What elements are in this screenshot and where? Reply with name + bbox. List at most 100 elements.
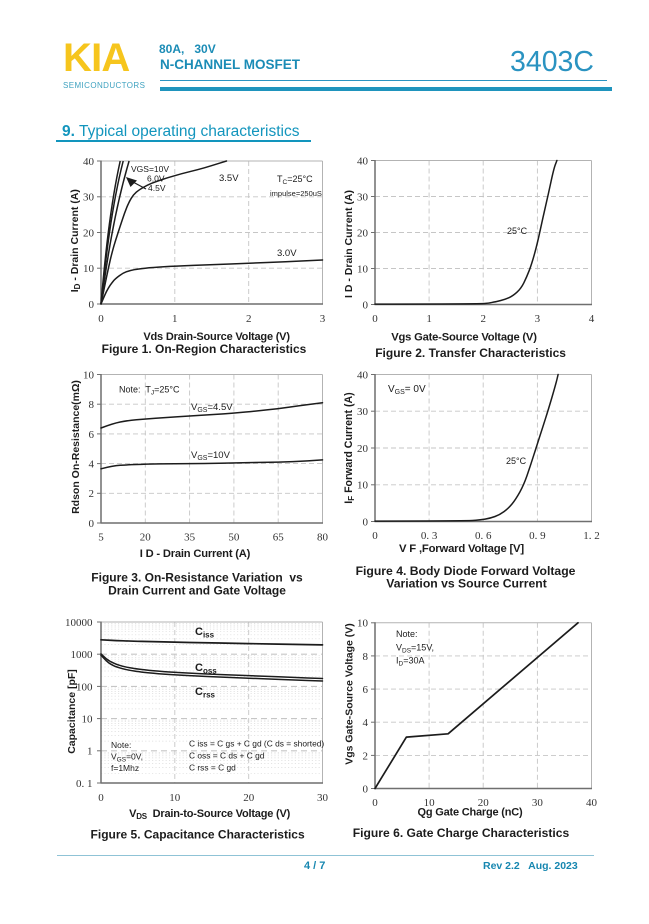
svg-text:30: 30 [317, 792, 329, 804]
svg-text:3.5V: 3.5V [219, 173, 239, 184]
svg-text:impulse=250uS: impulse=250uS [270, 189, 322, 198]
svg-text:30: 30 [357, 191, 369, 203]
svg-text:0: 0 [89, 518, 95, 530]
svg-text:VGS=10V: VGS=10V [131, 164, 169, 174]
svg-text:40: 40 [357, 369, 369, 381]
svg-text:VDS Drain-to-Source Voltage (: VDS Drain-to-Source Voltage (V) [129, 808, 291, 821]
svg-text:VGS=10V: VGS=10V [191, 450, 231, 462]
svg-text:20: 20 [140, 532, 152, 544]
svg-text:Vds Drain-Source Voltage (V): Vds Drain-Source Voltage (V) [143, 331, 290, 343]
svg-text:2: 2 [363, 750, 369, 762]
svg-text:Variation vs Source Current: Variation vs Source Current [386, 577, 547, 591]
svg-text:3: 3 [320, 313, 326, 325]
svg-text:C iss = C gs + C gd (C ds = sh: C iss = C gs + C gd (C ds = shorted) [189, 739, 324, 749]
svg-text:0. 6: 0. 6 [475, 530, 492, 542]
svg-text:Vgs Gate-Source Voltage (V): Vgs Gate-Source Voltage (V) [391, 332, 537, 344]
svg-text:10: 10 [169, 792, 181, 804]
svg-text:Figure 3. On-Resistance Variat: Figure 3. On-Resistance Variation vs [91, 571, 303, 585]
svg-text:Capacitance [pF]: Capacitance [pF] [66, 669, 78, 754]
svg-text:ID - Drain Current (A): ID - Drain Current (A) [69, 189, 82, 292]
svg-text:Note: TJ=25°C: Note: TJ=25°C [119, 385, 180, 397]
svg-text:8: 8 [363, 651, 369, 663]
svg-text:20: 20 [83, 227, 95, 239]
svg-text:V F ,Forward Voltage [V]: V F ,Forward Voltage [V] [399, 543, 524, 555]
svg-text:C oss = C ds + C gd: C oss = C ds + C gd [189, 751, 265, 761]
svg-text:20: 20 [478, 797, 490, 809]
svg-text:I D - Drain Current (A): I D - Drain Current (A) [343, 190, 355, 298]
svg-text:0: 0 [363, 516, 369, 528]
svg-text:6: 6 [363, 684, 369, 696]
svg-text:6.0V: 6.0V [147, 174, 165, 184]
svg-text:10: 10 [83, 369, 95, 381]
svg-text:40: 40 [586, 797, 598, 809]
svg-text:2: 2 [89, 488, 95, 500]
svg-text:4: 4 [589, 313, 595, 325]
svg-text:10: 10 [357, 263, 369, 275]
svg-text:2: 2 [480, 313, 486, 325]
svg-text:VGS=0V,: VGS=0V, [111, 752, 143, 764]
svg-text:10: 10 [357, 480, 369, 492]
svg-text:4.5V: 4.5V [148, 183, 166, 193]
svg-text:Vgs Gate-Source Voltage (V): Vgs Gate-Source Voltage (V) [344, 623, 356, 765]
svg-text:Ciss: Ciss [195, 626, 215, 640]
svg-text:3: 3 [535, 313, 541, 325]
svg-text:Crss: Crss [195, 686, 216, 700]
svg-text:30: 30 [357, 406, 369, 418]
svg-text:0: 0 [363, 783, 369, 795]
svg-text:Figure 6. Gate Charge Characte: Figure 6. Gate Charge Characteristics [353, 826, 570, 840]
svg-text:30: 30 [532, 797, 544, 809]
svg-text:Qg Gate Charge (nC): Qg Gate Charge (nC) [418, 807, 524, 819]
svg-text:0: 0 [372, 313, 378, 325]
svg-text:10: 10 [83, 263, 95, 275]
svg-text:VGS=4.5V: VGS=4.5V [191, 402, 233, 414]
svg-text:20: 20 [357, 443, 369, 455]
svg-text:65: 65 [273, 532, 285, 544]
svg-text:40: 40 [357, 155, 369, 167]
svg-text:Rdson On-Resistance(mΩ): Rdson On-Resistance(mΩ) [70, 380, 82, 514]
svg-text:4: 4 [89, 459, 95, 471]
svg-text:2: 2 [246, 313, 252, 325]
svg-text:35: 35 [184, 532, 196, 544]
svg-text:25°C: 25°C [506, 456, 527, 466]
svg-text:1: 1 [87, 746, 93, 758]
svg-text:ID=30A: ID=30A [396, 656, 425, 668]
svg-text:0. 9: 0. 9 [529, 530, 546, 542]
svg-text:0: 0 [98, 313, 104, 325]
svg-text:30: 30 [83, 192, 95, 204]
svg-text:10: 10 [82, 714, 94, 726]
svg-text:Note:: Note: [396, 629, 418, 639]
svg-text:3.0V: 3.0V [277, 248, 297, 259]
svg-text:20: 20 [243, 792, 255, 804]
svg-text:1000: 1000 [71, 649, 94, 661]
svg-text:0: 0 [372, 530, 378, 542]
svg-text:1. 2: 1. 2 [583, 530, 600, 542]
svg-text:1: 1 [426, 313, 432, 325]
svg-text:IF Forward Current (A): IF Forward Current (A) [343, 392, 356, 503]
svg-text:TC=25°C: TC=25°C [277, 174, 313, 186]
svg-text:VGS= 0V: VGS= 0V [388, 384, 426, 396]
svg-text:10: 10 [424, 797, 436, 809]
svg-text:50: 50 [228, 532, 240, 544]
svg-text:1: 1 [172, 313, 178, 325]
svg-text:8: 8 [89, 399, 95, 411]
svg-text:Figure 5. Capacitance Characte: Figure 5. Capacitance Characteristics [91, 827, 305, 841]
svg-text:0. 1: 0. 1 [76, 778, 93, 790]
svg-text:20: 20 [357, 227, 369, 239]
svg-text:Drain Current and Gate Voltage: Drain Current and Gate Voltage [108, 584, 286, 598]
svg-text:0: 0 [372, 797, 378, 809]
svg-text:Figure 2. Transfer Characteris: Figure 2. Transfer Characteristics [375, 346, 566, 360]
svg-text:5: 5 [98, 532, 104, 544]
svg-text:C rss = C gd: C rss = C gd [189, 763, 236, 773]
svg-text:Figure 4. Body Diode Forward V: Figure 4. Body Diode Forward Voltage [356, 564, 576, 578]
svg-text:Note:: Note: [111, 740, 131, 750]
svg-text:Figure 1. On-Region Characteri: Figure 1. On-Region Characteristics [102, 342, 307, 356]
svg-text:I D - Drain Current (A): I D - Drain Current (A) [140, 548, 251, 560]
svg-text:100: 100 [76, 681, 93, 693]
svg-text:40: 40 [83, 156, 95, 168]
svg-text:10: 10 [357, 618, 369, 630]
svg-text:0: 0 [363, 299, 369, 311]
svg-text:25°C: 25°C [507, 226, 528, 236]
svg-text:4: 4 [363, 717, 369, 729]
svg-text:0: 0 [98, 792, 104, 804]
svg-text:f=1Mhz: f=1Mhz [111, 763, 139, 773]
